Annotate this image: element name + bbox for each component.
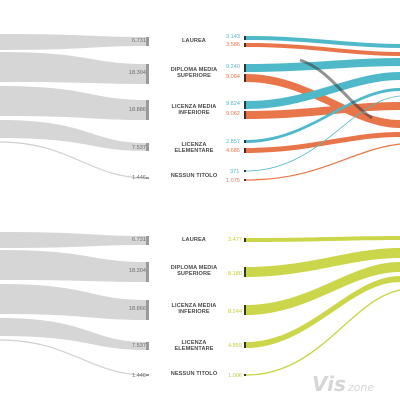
bottom-node-bar-right-laurea <box>244 238 246 242</box>
top-left-value-licenza-media: 18.886 <box>128 107 146 113</box>
top-node-bar-right-diploma-1 <box>244 64 246 72</box>
top-node-bar-licenza-media <box>146 100 149 120</box>
bottom-gray-flow-licenza-elementare <box>0 318 146 350</box>
bottom-label-nessun-titolo: NESSUN TITOLO <box>170 371 218 377</box>
bottom-right-value-diploma: 8.186 <box>228 271 242 277</box>
bottom-gray-line-nessun-titolo <box>0 339 147 376</box>
top-right-value-diploma-2: 9.064 <box>226 74 240 80</box>
top-gray-flow-licenza-media <box>0 86 146 120</box>
bottom-node-bar-right-licenza-media <box>244 305 246 315</box>
top-right-value-licenza-elementare-2: 4.685 <box>226 148 240 154</box>
top-gray-flow-laurea <box>0 34 146 50</box>
bottom-node-bar-licenza-elementare <box>146 342 149 350</box>
top-right-value-licenza-elementare-1: 2.857 <box>226 139 240 145</box>
bottom-left-value-diploma: 18.304 <box>128 268 146 274</box>
bottom-node-bar-right-licenza-elementare <box>244 342 246 348</box>
bottom-left-value-nessun-titolo: 1.446 <box>132 373 146 379</box>
top-right-value-diploma-1: 9.240 <box>226 64 240 70</box>
top-orange-flow-laurea <box>246 43 400 56</box>
top-right-value-laurea-1: 3.143 <box>226 34 240 40</box>
top-blue-line-nessun-titolo <box>245 95 400 172</box>
top-node-bar-right-diploma-2 <box>244 74 246 82</box>
bottom-node-bar-right-nessun-titolo <box>244 374 246 376</box>
bottom-right-value-nessun-titolo: 1.006 <box>228 373 242 379</box>
top-right-value-nessun-titolo-1: 371 <box>230 169 240 175</box>
top-left-value-nessun-titolo: 1.446 <box>132 175 146 181</box>
bottom-green-flow-licenza-media <box>246 262 400 315</box>
top-blue-flow-licenza-media <box>246 72 400 109</box>
top-label-licenza-elementare: LICENZA ELEMENTARE <box>174 142 214 155</box>
top-node-bar-licenza-elementare <box>146 143 149 151</box>
bottom-node-bar-nessun-titolo <box>146 374 149 376</box>
top-right-value-licenza-media-1: 9.824 <box>226 101 240 107</box>
top-right-value-licenza-media-2: 9.062 <box>226 111 240 117</box>
top-label-nessun-titolo: NESSUN TITOLO <box>170 173 218 179</box>
bottom-green-line-nessun-titolo <box>245 289 400 376</box>
top-node-bar-right-laurea-2 <box>244 43 246 47</box>
bottom-right-value-laurea: 3.477 <box>228 237 242 243</box>
top-right-value-nessun-titolo-2: 1.075 <box>226 178 240 184</box>
bottom-gray-flow-laurea <box>0 232 146 248</box>
bottom-green-flow-licenza-elementare <box>246 276 400 348</box>
top-left-value-laurea: 6.731 <box>132 38 146 44</box>
top-orange-flow-licenza-media <box>246 102 400 119</box>
top-node-bar-nessun-titolo <box>146 177 149 179</box>
watermark-logo: Vis zone <box>312 372 374 396</box>
top-crossing-accent <box>299 58 373 120</box>
top-left-value-diploma: 18.304 <box>128 70 146 76</box>
top-right-value-laurea-2: 3.586 <box>226 42 240 48</box>
top-gray-flow-licenza-elementare <box>0 120 146 151</box>
bottom-right-value-licenza-elementare: 4.859 <box>228 343 242 349</box>
top-node-bar-diploma <box>146 64 149 84</box>
bottom-green-flow-laurea <box>246 236 400 242</box>
bottom-label-laurea: LAUREA <box>182 237 206 243</box>
bottom-left-value-licenza-media: 18.866 <box>128 306 146 312</box>
bottom-label-diploma: DIPLOMA MEDIA SUPERIORE <box>170 265 218 278</box>
top-node-bar-right-nessun-titolo-1 <box>244 170 246 172</box>
bottom-gray-flow-licenza-media <box>0 284 146 320</box>
bottom-gray-flow-diploma <box>0 250 146 282</box>
top-node-bar-right-licenza-media-1 <box>244 101 246 109</box>
bottom-node-bar-licenza-media <box>146 300 149 320</box>
top-node-bar-right-laurea-1 <box>244 36 246 40</box>
top-orange-flow-licenza-elementare <box>246 132 400 153</box>
bottom-node-bar-diploma <box>146 262 149 282</box>
top-node-bar-right-nessun-titolo-2 <box>244 179 246 181</box>
bottom-node-bar-right-diploma <box>244 267 246 277</box>
bottom-left-value-laurea: 6.731 <box>132 237 146 243</box>
bottom-green-flow-diploma <box>246 248 400 277</box>
top-orange-line-nessun-titolo <box>245 143 400 181</box>
top-gray-flow-diploma <box>0 52 146 84</box>
top-label-diploma: DIPLOMA MEDIA SUPERIORE <box>170 67 218 80</box>
top-label-licenza-media: LICENZA MEDIA INFERIORE <box>171 104 217 117</box>
top-node-bar-right-licenza-media-2 <box>244 111 246 119</box>
top-orange-flow-diploma <box>246 74 400 128</box>
top-blue-flow-laurea <box>246 36 400 48</box>
top-left-value-licenza-elementare: 7.537 <box>132 145 146 151</box>
top-blue-flow-diploma <box>246 58 400 72</box>
watermark-suffix: zone <box>347 381 375 394</box>
top-gray-line-nessun-titolo <box>0 141 147 179</box>
watermark-brand: Vis <box>312 372 346 396</box>
bottom-label-licenza-media: LICENZA MEDIA INFERIORE <box>171 303 217 316</box>
top-node-bar-right-licenza-elementare-2 <box>244 148 246 153</box>
top-label-laurea: LAUREA <box>182 38 206 44</box>
bottom-left-value-licenza-elementare: 7.537 <box>132 343 146 349</box>
bottom-node-bar-laurea <box>146 236 149 245</box>
top-node-bar-right-licenza-elementare-1 <box>244 140 246 143</box>
top-node-bar-laurea <box>146 37 149 46</box>
bottom-right-value-licenza-media: 8.244 <box>228 309 242 315</box>
bottom-label-licenza-elementare: LICENZA ELEMENTARE <box>174 340 214 353</box>
